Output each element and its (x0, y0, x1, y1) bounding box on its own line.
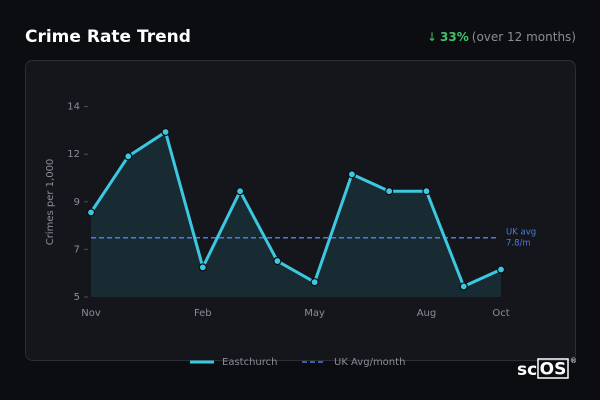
panel (25, 60, 576, 361)
reference-label: UK avg (506, 227, 536, 237)
legend-label: Eastchurch (222, 357, 277, 368)
x-tick-label: Aug (417, 308, 437, 319)
brand-mark: ® (570, 357, 577, 365)
point (161, 127, 170, 137)
reference-label: 7.8/m (506, 238, 531, 248)
point (273, 256, 282, 266)
brand-box (537, 358, 569, 379)
y-tick-label: 5 (74, 292, 80, 303)
brand-prefix: sc (517, 360, 537, 380)
point (310, 278, 319, 287)
change-value: 33% (440, 30, 469, 44)
brand-boxed: OS (540, 360, 567, 380)
point (124, 152, 133, 161)
y-tick-label: 14 (67, 102, 80, 113)
x-tick-label: Feb (194, 308, 212, 319)
legend-label: UK Avg/month (334, 357, 405, 368)
point (422, 187, 431, 196)
y-tick-label: 12 (67, 149, 80, 160)
point (347, 170, 357, 179)
y-tick-label: 7 (74, 244, 80, 255)
x-tick-label: May (304, 308, 325, 319)
area (91, 131, 501, 297)
change-arrow: ↓ (427, 30, 437, 44)
chart-title: Crime Rate Trend (25, 27, 191, 47)
point (496, 265, 506, 274)
point (86, 208, 96, 217)
line (89, 130, 502, 288)
point (459, 282, 468, 291)
y-tick-label: 9 (74, 197, 80, 208)
point (385, 187, 394, 196)
change-note: (over 12 months) (472, 30, 576, 44)
x-tick-label: Oct (492, 308, 509, 319)
x-tick-label: Nov (81, 308, 101, 319)
change-stat: ↓ 33% (over 12 months) (427, 30, 576, 44)
y-axis-label: Crimes per 1,000 (45, 159, 56, 246)
point (235, 187, 245, 196)
point (198, 263, 207, 272)
